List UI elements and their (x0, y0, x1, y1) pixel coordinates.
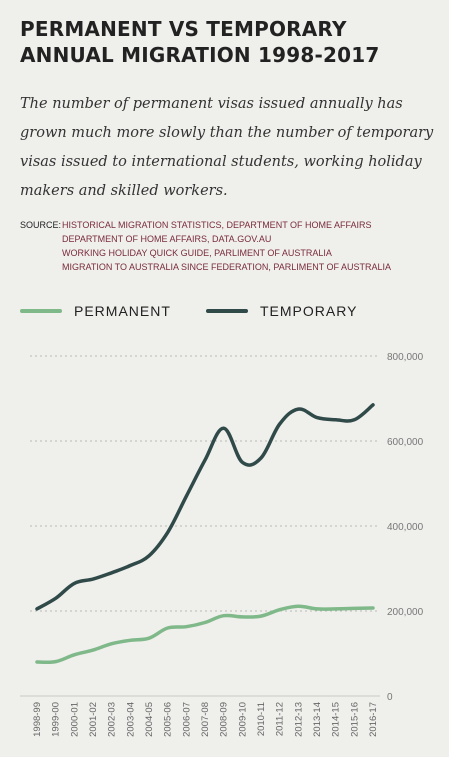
x-tick-label: 2007-08 (200, 702, 211, 737)
series-line-temporary (35, 403, 375, 611)
source-item: MIGRATION TO AUSTRALIA SINCE FEDERATION,… (62, 262, 392, 272)
y-tick-label: 800,000 (387, 352, 424, 363)
x-tick-label: 2000-01 (69, 702, 80, 737)
y-tick-label: 0 (387, 692, 393, 703)
legend-swatch-temporary (206, 309, 248, 313)
source-item: DEPARTMENT OF HOME AFFAIRS, DATA.GOV.AU (62, 234, 272, 244)
y-tick-label: 200,000 (387, 607, 424, 618)
x-tick-label: 2001-02 (88, 702, 99, 737)
y-tick-label: 600,000 (387, 437, 424, 448)
source-item: WORKING HOLIDAY QUICK GUIDE, PARLIMENT O… (62, 248, 332, 258)
x-tick-label: 2005-06 (163, 702, 174, 737)
source-list: HISTORICAL MIGRATION STATISTICS, DEPARTM… (62, 218, 391, 274)
source-label: SOURCE: (20, 220, 62, 230)
legend-label-permanent: PERMANENT (74, 303, 171, 319)
x-tick-label: 2008-09 (219, 702, 230, 737)
line-chart: 0 200,000 400,000 600,000 800,000 1998-99 1999… (20, 352, 424, 737)
chart-title: PERMANENT VS TEMPORARY ANNUAL MIGRATION … (20, 17, 380, 67)
x-tick-label: 1998-99 (32, 702, 43, 737)
x-tick-label: 2012-13 (293, 702, 304, 737)
legend-swatch-permanent (20, 309, 62, 313)
x-tick-label: 2009-10 (237, 702, 248, 737)
source-item: HISTORICAL MIGRATION STATISTICS, DEPARTM… (62, 220, 372, 230)
chart-subtitle: The number of permanent visas issued ann… (20, 96, 434, 199)
x-tick-label: 2013-14 (312, 702, 323, 737)
series-line-permanent (35, 604, 375, 665)
legend-label-temporary: TEMPORARY (260, 303, 358, 319)
x-tick-label: 2004-05 (144, 702, 155, 737)
x-tick-label: 1999-00 (51, 702, 62, 737)
x-tick-label: 2014-15 (331, 702, 342, 737)
x-tick-label: 2002-03 (107, 702, 118, 737)
x-tick-label: 2006-07 (181, 702, 192, 737)
y-tick-label: 400,000 (387, 522, 424, 533)
x-tick-label: 2010-11 (256, 702, 267, 736)
x-tick-label: 2011-12 (275, 702, 286, 736)
x-tick-label: 2015-16 (349, 702, 360, 737)
x-tick-label: 2016-17 (368, 702, 379, 737)
x-tick-label: 2003-04 (125, 702, 136, 737)
